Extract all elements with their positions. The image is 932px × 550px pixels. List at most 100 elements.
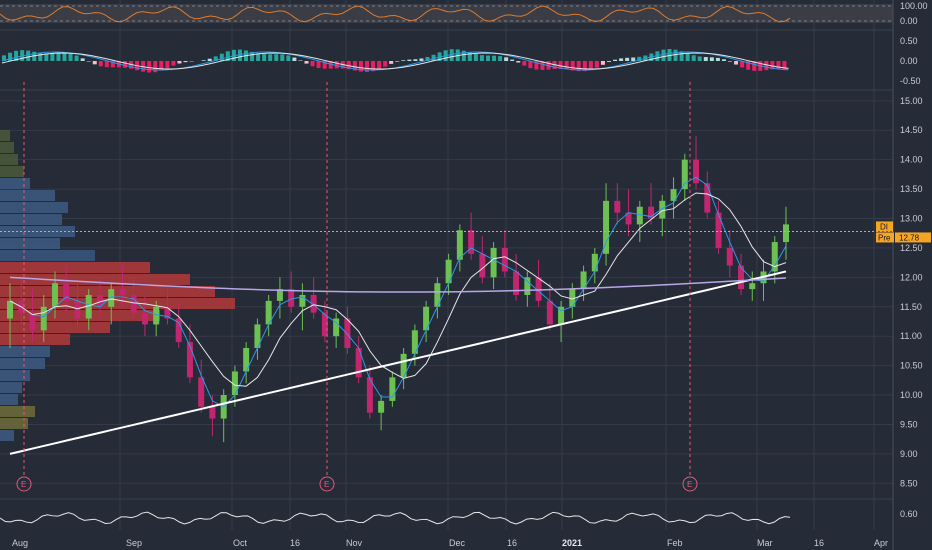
price-tag-di: DI (876, 221, 893, 232)
ma-mid-line (9, 192, 787, 387)
price-scale-label: 10.00 (900, 390, 923, 400)
candle-body (456, 230, 463, 260)
candle-body (119, 289, 126, 295)
rsi-line (0, 5, 791, 23)
svg-text:E: E (324, 480, 329, 489)
candle-body (648, 206, 655, 219)
candle-body (681, 159, 688, 190)
date-label: 16 (507, 538, 517, 548)
candle-body (198, 377, 205, 407)
rsi-scale-label: 100.00 (900, 1, 928, 11)
candle-body (490, 247, 497, 278)
candle-body (670, 189, 677, 201)
date-label: Sep (126, 538, 142, 548)
date-label: 16 (814, 538, 824, 548)
candle-body (659, 200, 666, 219)
candle-body (693, 159, 700, 184)
candle-body (603, 200, 610, 254)
candle-body (130, 295, 137, 313)
earnings-marker[interactable]: E (682, 82, 698, 492)
candle-body (96, 295, 103, 307)
price-scale-label: 12.00 (900, 272, 923, 282)
candle-body (771, 242, 778, 272)
candle-body (85, 295, 92, 319)
candle-body (164, 306, 171, 319)
price-scale-label: 13.50 (900, 184, 923, 194)
candle-body (614, 200, 621, 213)
candle-body (355, 347, 362, 378)
candle-body (7, 300, 13, 319)
candle-body (411, 330, 418, 354)
candle-body (389, 377, 396, 401)
candle-body (524, 277, 531, 295)
svg-text:E: E (21, 480, 26, 489)
candle-body (344, 318, 351, 348)
candle-body (625, 212, 632, 225)
date-label: 2021 (562, 538, 582, 548)
candle-body (501, 247, 508, 272)
price-scale-label: 9.00 (900, 449, 918, 459)
ma-fast-line (9, 176, 787, 408)
candle-body (591, 253, 598, 272)
candle-body (175, 318, 182, 343)
candle-body (535, 277, 542, 301)
earnings-marker[interactable]: E (319, 82, 335, 492)
candle-body (254, 324, 261, 348)
rsi-scale-label: 0.00 (900, 16, 918, 26)
candle-body (423, 306, 430, 331)
ma-slow-line (9, 270, 787, 455)
svg-text:DI: DI (880, 222, 888, 231)
candle-body (209, 406, 216, 419)
ma-lavender-line (9, 276, 787, 293)
date-label: Aug (12, 538, 28, 548)
candle-body (231, 371, 238, 396)
price-scale-label: 14.00 (900, 155, 923, 165)
earnings-marker[interactable]: E (16, 82, 32, 492)
candle-body (40, 306, 47, 331)
date-label: Apr (874, 538, 888, 548)
candle-body (569, 289, 576, 307)
svg-text:Pre: Pre (878, 233, 891, 242)
candles (7, 136, 789, 443)
candle-body (141, 312, 148, 325)
price-scale-label: 13.00 (900, 214, 923, 224)
date-label: Oct (233, 538, 248, 548)
macd-scale-label: -0.50 (900, 76, 921, 86)
date-label: Dec (449, 538, 466, 548)
candle-body (715, 212, 722, 248)
candle-body (321, 312, 328, 337)
date-label: Feb (667, 538, 683, 548)
candle-body (29, 312, 36, 331)
date-label: 16 (290, 538, 300, 548)
candle-body (400, 353, 407, 378)
candle-body (783, 224, 789, 243)
candle-body (51, 283, 58, 307)
candle-body (704, 183, 711, 213)
price-scale-label: 12.50 (900, 243, 923, 253)
candle-body (63, 283, 70, 301)
candle-body (299, 295, 306, 307)
price-scale-label: 15.00 (900, 96, 923, 106)
candle-body (108, 289, 115, 307)
macd-signal-line (1, 52, 789, 70)
candle-body (738, 265, 745, 290)
price-scale-label: 11.00 (900, 331, 922, 341)
bottom-indicator-line (0, 511, 791, 525)
macd-scale-label: 0.00 (900, 56, 918, 66)
candle-body (558, 306, 565, 325)
candle-body (749, 283, 756, 290)
candle-body (74, 300, 81, 319)
candle-body (378, 400, 385, 413)
date-label: Mar (757, 538, 773, 548)
price-scale-label: 11.50 (900, 302, 922, 312)
price-scale-label: 9.50 (900, 419, 918, 429)
candle-body (186, 342, 193, 378)
price-scale-label: 8.50 (900, 478, 918, 488)
candle-body (726, 247, 733, 266)
price-scale-label: 14.50 (900, 125, 923, 135)
candle-body (265, 300, 272, 325)
candle-body (580, 271, 587, 290)
candle-body (288, 289, 295, 307)
